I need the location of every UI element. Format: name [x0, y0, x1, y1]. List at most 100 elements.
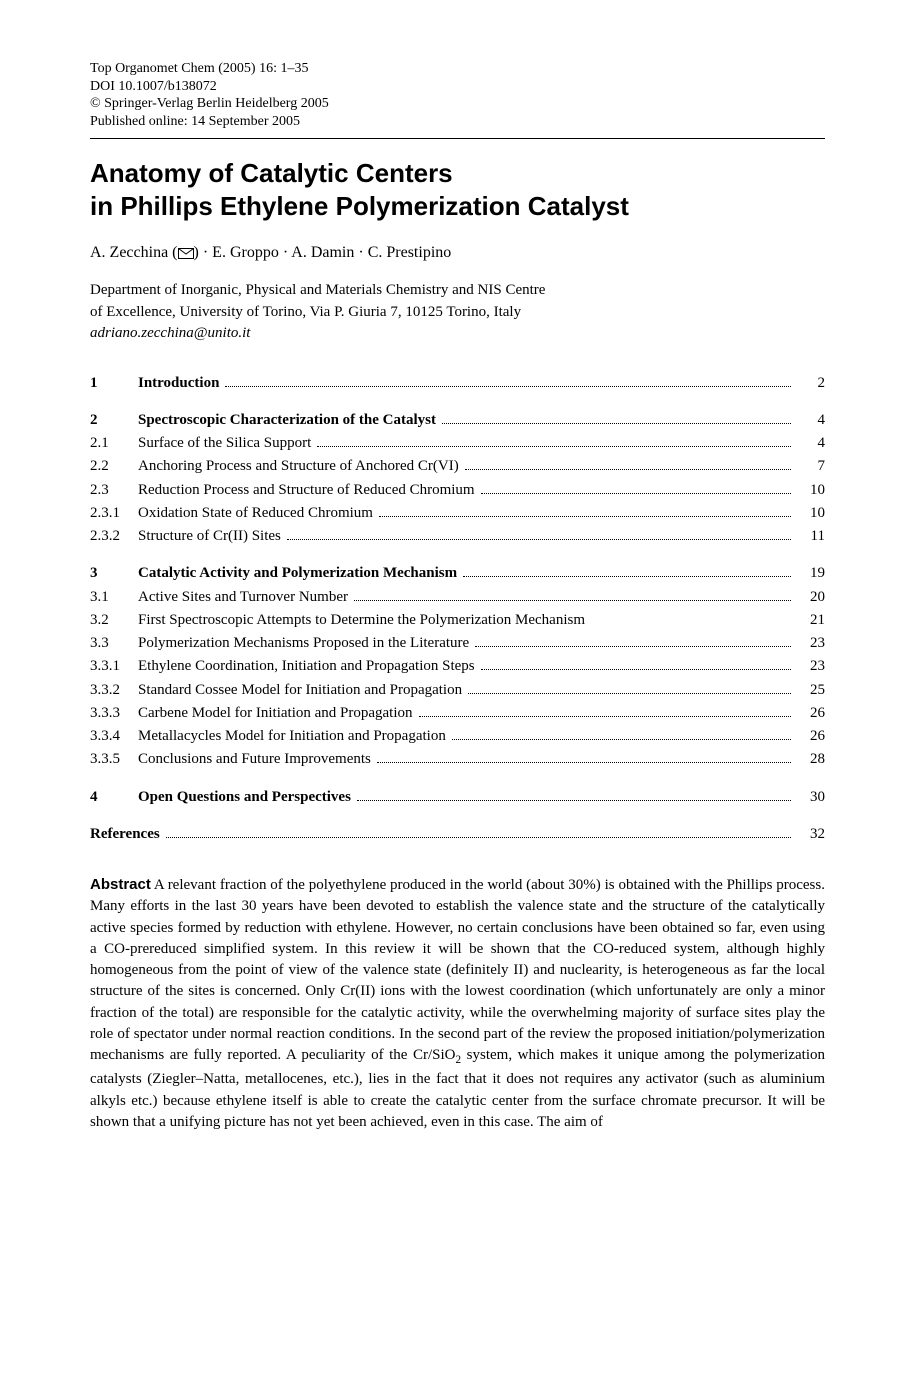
- toc-section-label: Open Questions and Perspectives: [138, 786, 351, 809]
- toc-section-number: 2: [90, 409, 138, 432]
- toc-section-number: 3.3.1: [90, 655, 138, 678]
- journal-ref: Top Organomet Chem (2005) 16: 1–35: [90, 60, 825, 78]
- toc-section-number: 2.2: [90, 455, 138, 478]
- toc-row: 1Introduction 2: [90, 372, 825, 395]
- abstract-text-1: A relevant fraction of the polyethylene …: [90, 877, 825, 1063]
- toc-row: 2.2Anchoring Process and Structure of An…: [90, 455, 825, 478]
- toc-section-label: Anchoring Process and Structure of Ancho…: [138, 455, 459, 478]
- toc-row: References 32: [90, 823, 825, 846]
- toc-row: 3.2First Spectroscopic Attempts to Deter…: [90, 609, 825, 632]
- toc-page-number: 23: [795, 632, 825, 655]
- toc-section-number: 2.3.2: [90, 525, 138, 548]
- toc-page-number: 4: [795, 409, 825, 432]
- header-rule: [90, 138, 825, 139]
- toc-row: 4Open Questions and Perspectives 30: [90, 786, 825, 809]
- toc-page-number: 10: [795, 502, 825, 525]
- toc-row: 3.3.1Ethylene Coordination, Initiation a…: [90, 655, 825, 678]
- toc-section-label: Standard Cossee Model for Initiation and…: [138, 679, 462, 702]
- toc-row: 3Catalytic Activity and Polymerization M…: [90, 562, 825, 585]
- toc-section-label: Ethylene Coordination, Initiation and Pr…: [138, 655, 475, 678]
- toc-section-number: 2.1: [90, 432, 138, 455]
- toc-page-number: 28: [795, 748, 825, 771]
- toc-section-label: Polymerization Mechanisms Proposed in th…: [138, 632, 469, 655]
- article-title: Anatomy of Catalytic Centers in Phillips…: [90, 157, 825, 222]
- toc-leader-dots: [377, 753, 791, 764]
- toc-leader-dots: [481, 483, 791, 494]
- toc-section-number: 2.3: [90, 479, 138, 502]
- authors-line: A. Zecchina ( ) · E. Groppo · A. Damin · …: [90, 244, 825, 264]
- toc-section-label: Conclusions and Future Improvements: [138, 748, 371, 771]
- abstract-label: Abstract: [90, 876, 151, 893]
- toc-page-number: 20: [795, 586, 825, 609]
- toc-section-number: 4: [90, 786, 138, 809]
- toc-section-label: Carbene Model for Initiation and Propaga…: [138, 702, 413, 725]
- doi-line: DOI 10.1007/b138072: [90, 78, 825, 96]
- toc-section-label: Structure of Cr(II) Sites: [138, 525, 281, 548]
- toc-section-number: 3.3: [90, 632, 138, 655]
- toc-page-number: 26: [795, 725, 825, 748]
- toc-section-number: 2.3.1: [90, 502, 138, 525]
- toc-section-label: References: [90, 823, 160, 846]
- toc-leader-dots: [419, 706, 791, 717]
- toc-row: 2Spectroscopic Characterization of the C…: [90, 409, 825, 432]
- toc-section-number: 3.3.5: [90, 748, 138, 771]
- toc-row: 2.1Surface of the Silica Support4: [90, 432, 825, 455]
- toc-section-label: Active Sites and Turnover Number: [138, 586, 348, 609]
- toc-row: 3.3.4Metallacycles Model for Initiation …: [90, 725, 825, 748]
- toc-page-number: 30: [795, 786, 825, 809]
- title-line-2: in Phillips Ethylene Polymerization Cata…: [90, 191, 629, 221]
- toc-section-label: Spectroscopic Characterization of the Ca…: [138, 409, 436, 432]
- toc-page-number: 11: [795, 525, 825, 548]
- toc-section-label: Reduction Process and Structure of Reduc…: [138, 479, 475, 502]
- toc-section-label: Oxidation State of Reduced Chromium: [138, 502, 373, 525]
- toc-leader-dots: [379, 506, 791, 517]
- toc-page-number: 7: [795, 455, 825, 478]
- toc-section-number: 3.3.3: [90, 702, 138, 725]
- table-of-contents: 1Introduction22Spectroscopic Characteriz…: [90, 372, 825, 847]
- toc-row: 3.3Polymerization Mechanisms Proposed in…: [90, 632, 825, 655]
- toc-leader-dots: [442, 413, 791, 424]
- abstract-paragraph: Abstract A relevant fraction of the poly…: [90, 874, 825, 1133]
- toc-page-number: 19: [795, 562, 825, 585]
- toc-leader-dots: [225, 376, 791, 387]
- toc-row: 2.3Reduction Process and Structure of Re…: [90, 479, 825, 502]
- toc-page-number: 21: [795, 609, 825, 632]
- toc-page-number: 23: [795, 655, 825, 678]
- toc-leader-dots: [452, 730, 791, 741]
- corresponding-email: adriano.zecchina@unito.it: [90, 325, 825, 342]
- toc-row: 3.3.2Standard Cossee Model for Initiatio…: [90, 679, 825, 702]
- published-line: Published online: 14 September 2005: [90, 113, 825, 131]
- toc-section-label: Metallacycles Model for Initiation and P…: [138, 725, 446, 748]
- copyright-line: © Springer-Verlag Berlin Heidelberg 2005: [90, 95, 825, 113]
- author-1-pre: A. Zecchina (: [90, 244, 178, 261]
- toc-row: 2.3.1Oxidation State of Reduced Chromium…: [90, 502, 825, 525]
- header-meta: Top Organomet Chem (2005) 16: 1–35 DOI 1…: [90, 60, 825, 130]
- toc-row: 2.3.2Structure of Cr(II) Sites 11: [90, 525, 825, 548]
- toc-section-number: 3: [90, 562, 138, 585]
- toc-section-label: Introduction: [138, 372, 219, 395]
- toc-leader-dots: [481, 660, 791, 671]
- toc-page-number: 4: [795, 432, 825, 455]
- affiliation-line-1: Department of Inorganic, Physical and Ma…: [90, 280, 825, 300]
- affiliation-line-2: of Excellence, University of Torino, Via…: [90, 302, 825, 322]
- toc-leader-dots: [463, 567, 791, 578]
- toc-row: 3.3.3Carbene Model for Initiation and Pr…: [90, 702, 825, 725]
- corresponding-author-icon: [178, 246, 194, 264]
- toc-leader-dots: [354, 590, 791, 601]
- toc-leader-dots: [357, 790, 791, 801]
- toc-section-number: 1: [90, 372, 138, 395]
- toc-page-number: 32: [795, 823, 825, 846]
- toc-leader-dots: [465, 460, 791, 471]
- toc-section-number: 3.3.2: [90, 679, 138, 702]
- toc-leader-dots: [166, 827, 791, 838]
- toc-page-number: 25: [795, 679, 825, 702]
- toc-section-number: 3.1: [90, 586, 138, 609]
- toc-section-number: 3.3.4: [90, 725, 138, 748]
- toc-section-number: 3.2: [90, 609, 138, 632]
- toc-leader-dots: [287, 530, 791, 541]
- toc-page-number: 2: [795, 372, 825, 395]
- authors-rest: ) · E. Groppo · A. Damin · C. Prestipino: [194, 244, 452, 261]
- toc-page-number: 10: [795, 479, 825, 502]
- title-line-1: Anatomy of Catalytic Centers: [90, 158, 453, 188]
- toc-leader-dots: [475, 637, 791, 648]
